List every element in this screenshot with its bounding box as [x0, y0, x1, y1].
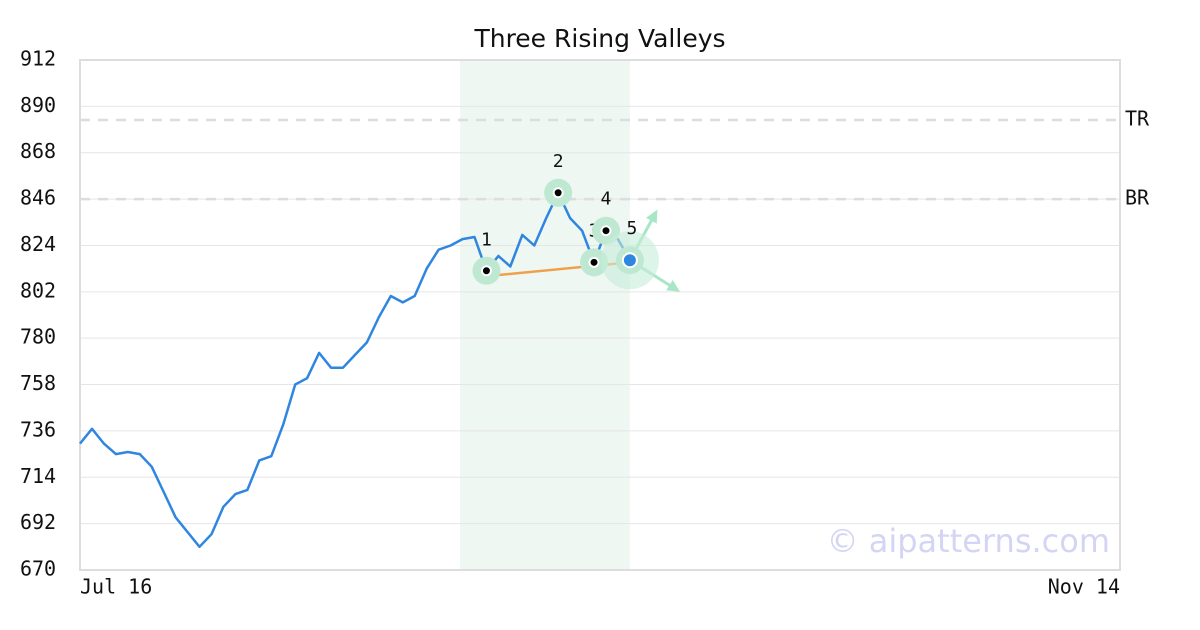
x-tick-label: Nov 14: [1048, 575, 1120, 599]
point-label: 5: [626, 218, 637, 239]
highlight-region: [460, 60, 630, 570]
point-dot: [552, 187, 564, 199]
level-label: TR: [1125, 107, 1150, 131]
level-label: BR: [1125, 186, 1150, 210]
y-tick-label: 912: [20, 47, 56, 71]
plot-frame: [79, 59, 1121, 571]
price-line: [79, 191, 631, 549]
y-tick-label: 824: [20, 232, 56, 256]
point-label: 2: [553, 151, 564, 172]
y-tick-label: 868: [20, 139, 56, 163]
chart-title: Three Rising Valleys: [473, 24, 725, 53]
y-tick-label: 736: [20, 417, 56, 441]
point-dot: [600, 225, 612, 237]
x-tick-label: Jul 16: [80, 575, 152, 599]
y-tick-label: 802: [20, 278, 56, 302]
point-label: 1: [481, 230, 492, 251]
y-tick-label: 780: [20, 325, 56, 349]
arrow-head: [666, 279, 681, 292]
arrow-head: [646, 209, 658, 224]
point-dot: [588, 256, 600, 268]
watermark: © aipatterns.com: [827, 522, 1110, 560]
y-tick-label: 890: [20, 93, 56, 117]
y-tick-label: 670: [20, 557, 56, 581]
y-tick-label: 758: [20, 371, 56, 395]
point-dot: [480, 265, 492, 277]
y-tick-label: 692: [20, 510, 56, 534]
y-tick-label: 714: [20, 464, 56, 488]
y-tick-label: 846: [20, 186, 56, 210]
point-dot: [621, 252, 638, 269]
point-label: 4: [601, 189, 612, 210]
